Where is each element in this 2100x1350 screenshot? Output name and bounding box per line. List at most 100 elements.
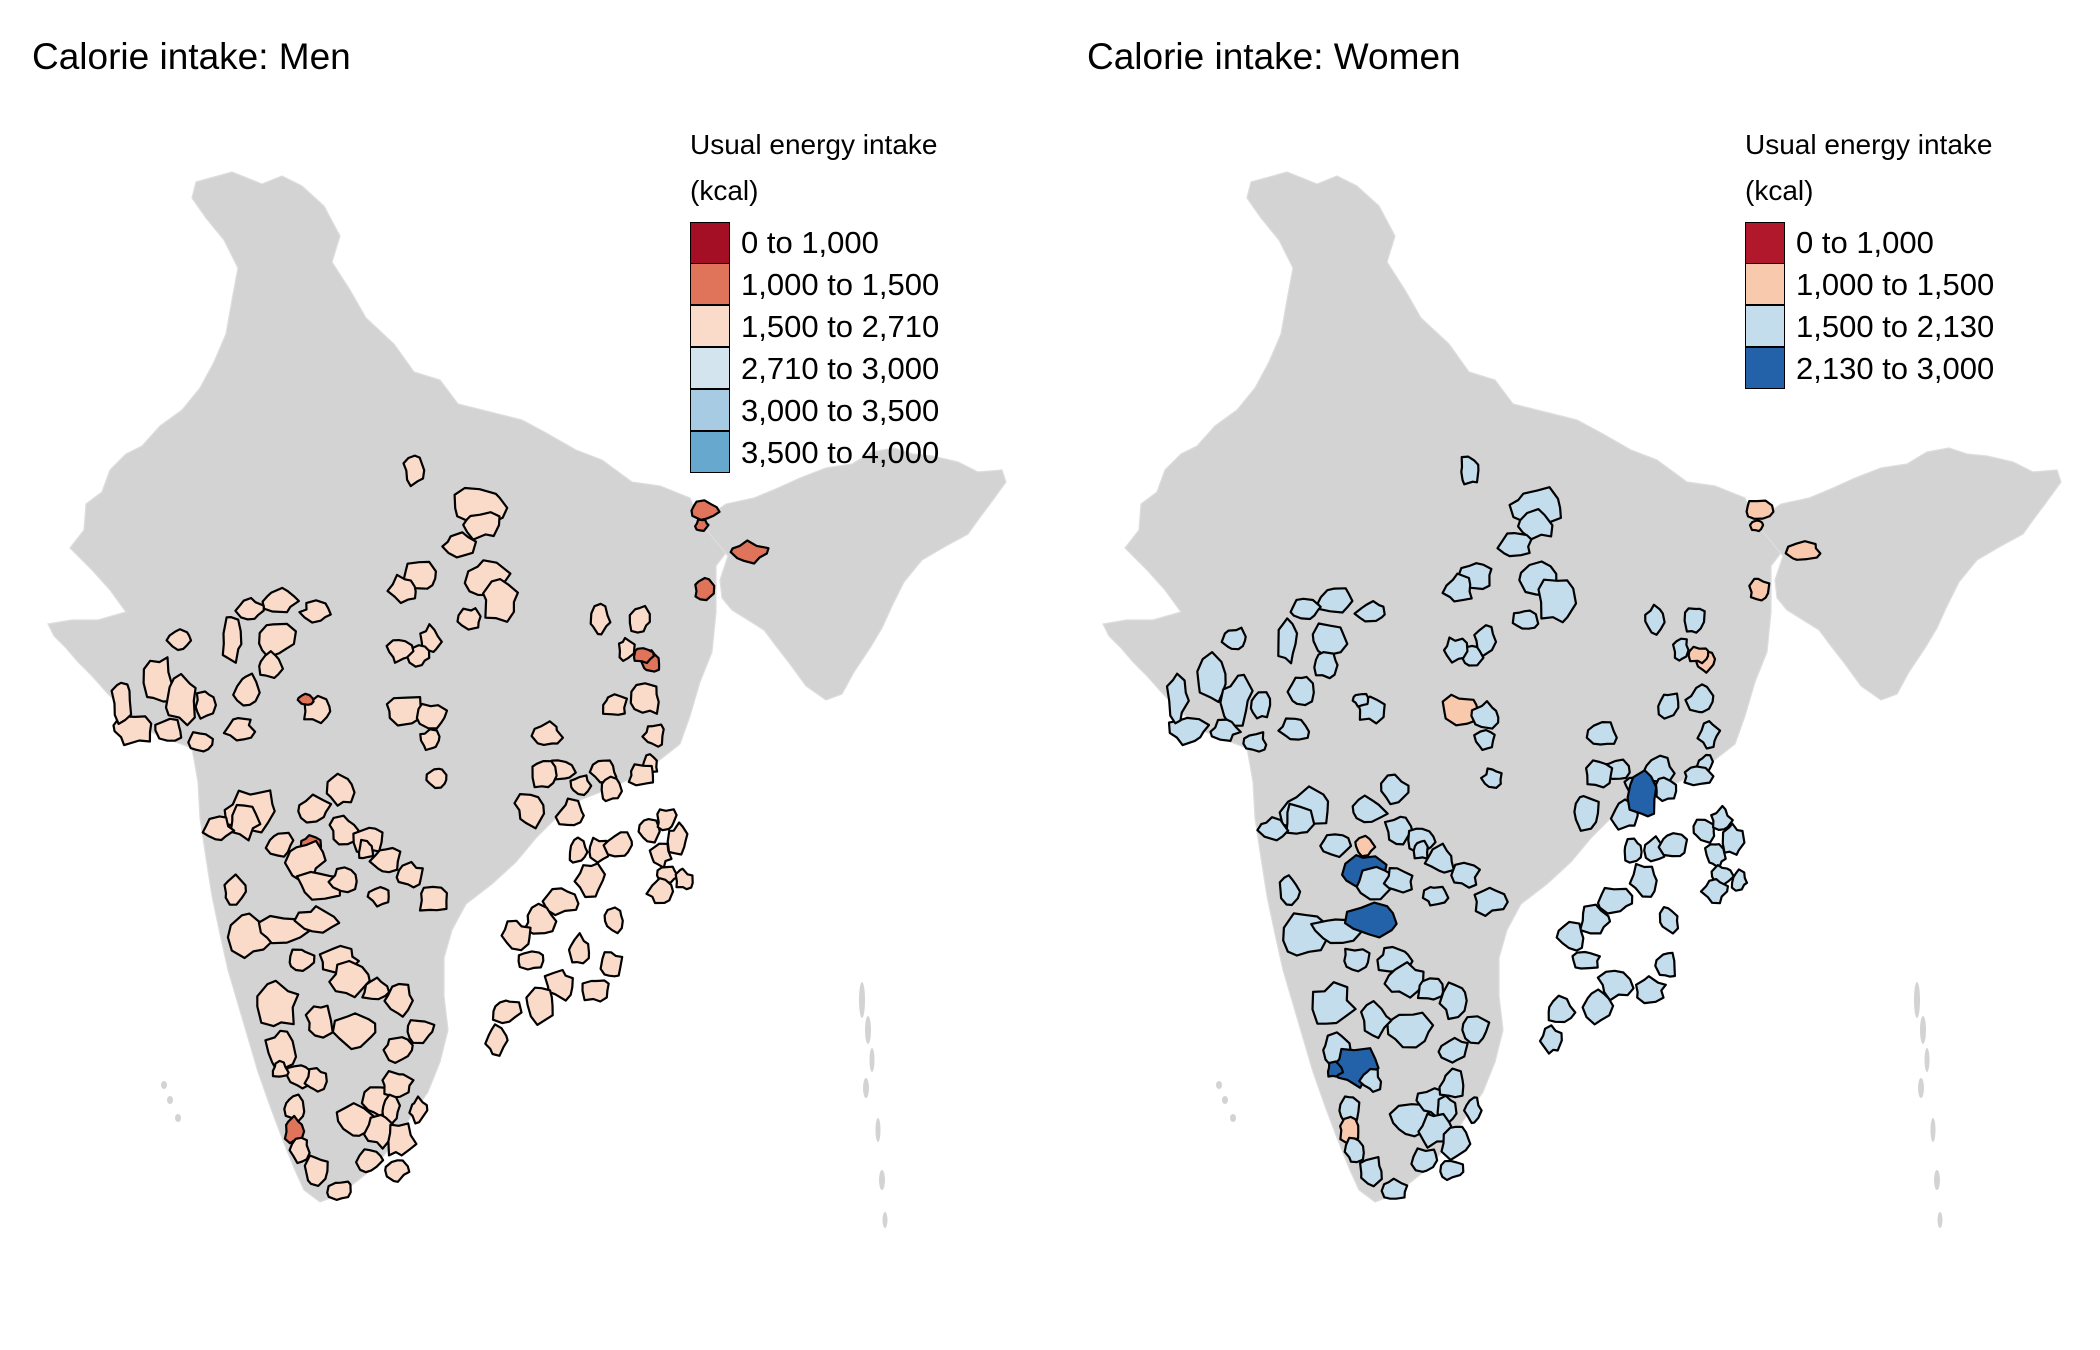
- island: [1918, 1078, 1924, 1098]
- district-region: [1251, 692, 1270, 718]
- legend-label: 1,500 to 2,130: [1796, 309, 1994, 345]
- district-region: [1411, 1148, 1437, 1171]
- legend-item: 3,500 to 4,000: [690, 432, 939, 474]
- legend-swatch: [690, 222, 730, 264]
- island: [1222, 1096, 1228, 1104]
- district-region: [1636, 976, 1666, 1003]
- district-region: [1549, 996, 1576, 1022]
- legend-swatch: [690, 389, 730, 431]
- district-region: [657, 809, 676, 830]
- island: [1931, 1118, 1936, 1142]
- legend-swatch: [690, 263, 730, 305]
- legend-label: 0 to 1,000: [741, 225, 879, 261]
- district-region: [1414, 841, 1428, 859]
- district-region: [1750, 521, 1763, 532]
- island: [870, 1048, 875, 1072]
- district-region: [112, 683, 132, 724]
- district-region: [583, 981, 609, 1002]
- island: [1216, 1081, 1222, 1089]
- district-region: [1586, 760, 1612, 787]
- district-region: [1694, 820, 1715, 843]
- district-region: [1732, 869, 1747, 890]
- legend-item: 1,500 to 2,130: [1745, 306, 1994, 348]
- district-region: [1344, 949, 1369, 972]
- district-region: [570, 838, 588, 863]
- legend-label: 2,130 to 3,000: [1796, 351, 1994, 387]
- district-region: [639, 819, 660, 842]
- legend-item: 2,130 to 3,000: [1745, 348, 1994, 390]
- legend-unit: (kcal): [1745, 168, 1994, 214]
- district-region: [1598, 888, 1632, 914]
- district-region: [1461, 457, 1478, 485]
- legend-item: 0 to 1,000: [690, 222, 939, 264]
- legend-swatch: [690, 347, 730, 389]
- island: [167, 1096, 173, 1104]
- district-region: [493, 1001, 522, 1024]
- legend-title: Usual energy intake: [1745, 122, 1994, 168]
- district-region: [1440, 1161, 1463, 1180]
- legend-label: 3,500 to 4,000: [741, 435, 939, 471]
- district-region: [1540, 1025, 1562, 1053]
- legend-title: Usual energy intake: [690, 122, 939, 168]
- district-region: [1749, 579, 1769, 601]
- district-region: [1689, 647, 1709, 663]
- island: [1925, 1048, 1930, 1072]
- map-panel-women: Calorie intake: Women Usual energy intak…: [1055, 0, 2100, 1350]
- island: [883, 1212, 888, 1228]
- map-panel-men: Calorie intake: Men Usual energy intake …: [0, 0, 1050, 1350]
- district-region: [385, 1160, 409, 1182]
- legend-swatch: [1745, 263, 1785, 305]
- legend-label: 2,710 to 3,000: [741, 351, 939, 387]
- district-region: [1418, 978, 1443, 999]
- district-region: [695, 520, 708, 531]
- legend-label: 0 to 1,000: [1796, 225, 1934, 261]
- district-region: [1747, 501, 1774, 519]
- island: [1920, 1016, 1926, 1044]
- legend-swatch: [690, 305, 730, 347]
- island: [175, 1114, 181, 1122]
- district-region: [1660, 907, 1678, 933]
- island: [161, 1081, 167, 1089]
- district-region: [1655, 953, 1675, 977]
- district-region: [1625, 839, 1642, 863]
- district-region: [519, 951, 544, 969]
- legend-item: 2,710 to 3,000: [690, 348, 939, 390]
- district-region: [388, 1123, 416, 1155]
- district-region: [695, 578, 714, 600]
- legend-unit: (kcal): [690, 168, 939, 214]
- india-northeast: [700, 448, 1006, 700]
- legend: Usual energy intake (kcal) 0 to 1,000 1,0…: [690, 122, 939, 474]
- legend: Usual energy intake (kcal) 0 to 1,000 1,0…: [1745, 122, 1994, 390]
- legend-swatch: [1745, 347, 1785, 389]
- district-region: [1659, 833, 1687, 856]
- legend-item: 3,000 to 3,500: [690, 390, 939, 432]
- district-region: [629, 764, 653, 785]
- district-region: [605, 908, 623, 934]
- district-region: [575, 863, 605, 897]
- district-region: [676, 869, 693, 889]
- district-region: [1673, 639, 1688, 661]
- island: [1934, 1170, 1940, 1190]
- district-region: [1442, 1127, 1471, 1160]
- legend-label: 3,000 to 3,500: [741, 393, 939, 429]
- district-region: [1573, 952, 1600, 969]
- legend-label: 1,000 to 1,500: [1796, 267, 1994, 303]
- legend-item: 0 to 1,000: [1745, 222, 1994, 264]
- district-region: [1705, 844, 1726, 868]
- district-region: [420, 887, 447, 911]
- district-region: [485, 1024, 507, 1055]
- district-region: [1513, 611, 1538, 629]
- legend-label: 1,500 to 2,710: [741, 309, 939, 345]
- district-region: [601, 952, 623, 976]
- legend-item: 1,000 to 1,500: [1745, 264, 1994, 306]
- legend-swatch: [1745, 305, 1785, 347]
- district-region: [650, 844, 672, 868]
- island: [1914, 982, 1920, 1018]
- island: [1938, 1212, 1943, 1228]
- legend-swatch: [1745, 222, 1785, 264]
- island: [863, 1078, 869, 1098]
- district-region: [1630, 864, 1657, 897]
- district-region: [604, 832, 632, 856]
- district-region: [1314, 652, 1337, 678]
- district-region: [1557, 922, 1584, 951]
